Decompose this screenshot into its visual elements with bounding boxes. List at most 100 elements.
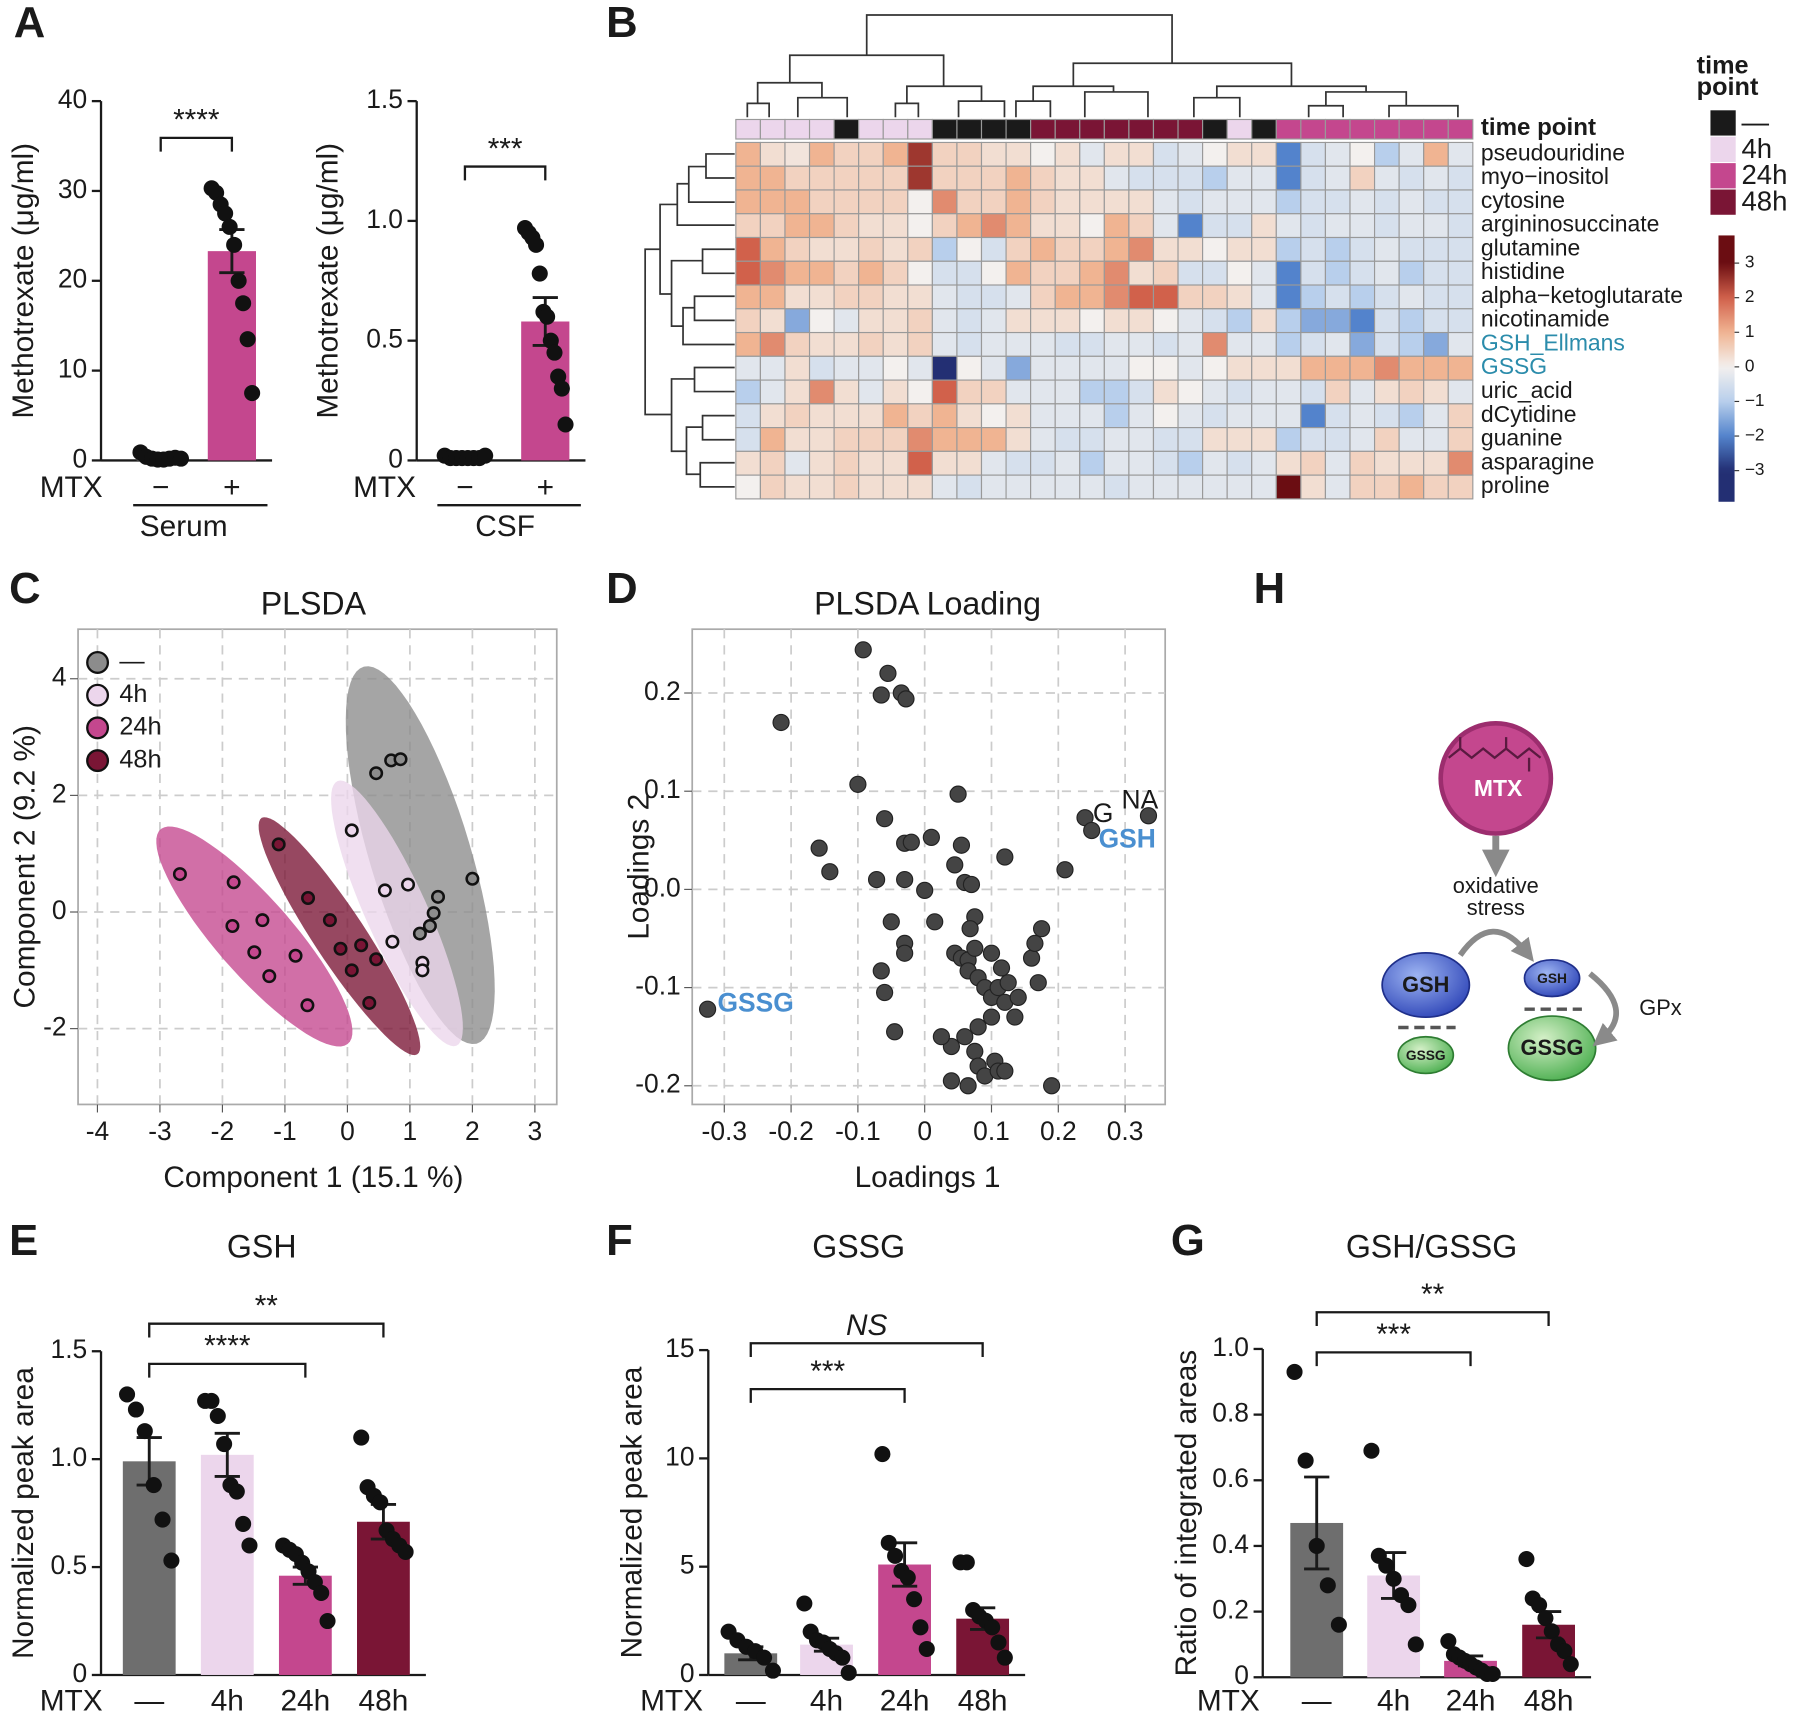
- heatmap-cell: [759, 331, 786, 357]
- heatmap-cell: [1005, 474, 1032, 500]
- heatmap-cell: [1349, 260, 1376, 286]
- heatmap-cell: [1030, 213, 1056, 239]
- heatmap-cell: [833, 474, 860, 500]
- drug-label: MTX: [1474, 775, 1523, 801]
- heatmap-cell: [907, 284, 933, 310]
- heatmap-cell: [980, 331, 1007, 357]
- heatmap-cell: [1324, 189, 1351, 215]
- heatmap-cell: [1202, 331, 1228, 357]
- heatmap-cell: [1423, 450, 1449, 476]
- data-point: [203, 1392, 220, 1409]
- data-point: [313, 1584, 330, 1602]
- data-point: [887, 1547, 904, 1564]
- heatmap-cell: [1202, 165, 1228, 191]
- heatmap-cell: [735, 379, 761, 405]
- heatmap-cell: [956, 474, 983, 500]
- significance-bracket: [148, 1322, 385, 1338]
- heatmap-cell: [1300, 141, 1327, 167]
- data-point: [553, 380, 570, 397]
- heatmap-cell: [956, 450, 983, 476]
- heatmap-cell: [858, 427, 884, 452]
- heatmap-cell: [1251, 403, 1277, 429]
- heatmap-cell: [1398, 379, 1425, 405]
- heatmap-cell: [759, 236, 786, 262]
- heatmap-cell: [1103, 141, 1130, 167]
- y-tick-label: 10: [58, 354, 87, 384]
- heatmap-cell: [1152, 236, 1179, 262]
- y-tick-label: 1.0: [51, 1442, 88, 1472]
- annotation-cell: [1447, 118, 1474, 140]
- chart-title: GSSG: [812, 1229, 905, 1265]
- heatmap-cell: [1079, 474, 1105, 500]
- heatmap-cell: [1324, 331, 1351, 357]
- heatmap-cell: [1054, 308, 1081, 334]
- point-annotation: GSH: [1099, 823, 1156, 853]
- heatmap-cell: [956, 331, 983, 357]
- stress-label: oxidative: [1453, 873, 1539, 898]
- heatmap-cell: [1079, 427, 1105, 452]
- heatmap-cell: [808, 165, 835, 191]
- heatmap-cell: [1030, 355, 1056, 381]
- y-axis-label: Ratio of integrated areas: [1170, 1350, 1203, 1677]
- data-point: [288, 948, 303, 963]
- heatmap-cell: [1447, 427, 1474, 452]
- heatmap-cell: [759, 141, 786, 167]
- y-tick-label: 0.0: [644, 872, 681, 902]
- heatmap-cell: [1373, 284, 1400, 310]
- heatmap-cell: [907, 260, 933, 286]
- heatmap-cell: [980, 284, 1007, 310]
- legend-label: 4h: [119, 680, 147, 708]
- heatmap-cell: [882, 427, 909, 452]
- row-label: GSH_Ellmans: [1481, 329, 1625, 355]
- heatmap-cell: [1275, 450, 1302, 476]
- heatmap-cell: [784, 474, 811, 500]
- heatmap-cell: [1005, 213, 1032, 239]
- data-point: [996, 1062, 1014, 1080]
- heatmap-cell: [1447, 141, 1474, 167]
- data-point: [810, 839, 828, 857]
- heatmap-cell: [1398, 427, 1425, 452]
- stress-label: stress: [1467, 895, 1525, 920]
- heatmap-cell: [956, 189, 983, 215]
- data-point: [226, 875, 241, 890]
- heatmap-cell: [1005, 427, 1032, 452]
- heatmap-cell: [784, 331, 811, 357]
- heatmap-cell: [833, 403, 860, 429]
- data-point: [1009, 988, 1027, 1007]
- heatmap-cell: [1054, 165, 1081, 191]
- heatmap-cell: [1030, 331, 1056, 357]
- heatmap-cell: [1275, 141, 1302, 167]
- heatmap-cell: [1349, 450, 1376, 476]
- data-point: [875, 810, 894, 828]
- heatmap-cell: [931, 236, 958, 262]
- node-label: GSSG: [1521, 1035, 1584, 1060]
- heatmap-cell: [784, 355, 811, 381]
- heatmap-cell: [1423, 141, 1449, 167]
- heatmap-cell: [808, 355, 835, 381]
- row-label: glutamine: [1481, 234, 1580, 260]
- arrow: [1588, 971, 1619, 1047]
- heatmap-cell: [1373, 331, 1400, 357]
- x-tick-label: 4h: [211, 1684, 244, 1717]
- heatmap-cell: [858, 403, 884, 429]
- annotation-cell: [833, 118, 860, 140]
- chart-title: PLSDA: [261, 586, 367, 622]
- heatmap-cell: [735, 427, 761, 452]
- heatmap-cell: [1177, 165, 1204, 191]
- heatmap-cell: [1324, 141, 1351, 167]
- confidence-ellipse: [345, 666, 495, 1045]
- heatmap-cell: [759, 189, 786, 215]
- y-tick-label: -2: [43, 1012, 66, 1042]
- heatmap-cell: [1251, 308, 1277, 334]
- data-point: [966, 939, 984, 957]
- heatmap-cell: [833, 450, 860, 476]
- y-tick-label: 0.4: [1212, 1529, 1249, 1559]
- row-dendrogram: [644, 153, 735, 488]
- heatmap-cell: [1373, 260, 1400, 286]
- x-tick-label: —: [134, 1684, 164, 1717]
- heatmap-cell: [1128, 260, 1155, 286]
- heatmap-cell: [858, 474, 884, 500]
- y-tick-label: 0.5: [51, 1550, 88, 1580]
- bar: [122, 1461, 176, 1675]
- heatmap-cell: [833, 427, 860, 452]
